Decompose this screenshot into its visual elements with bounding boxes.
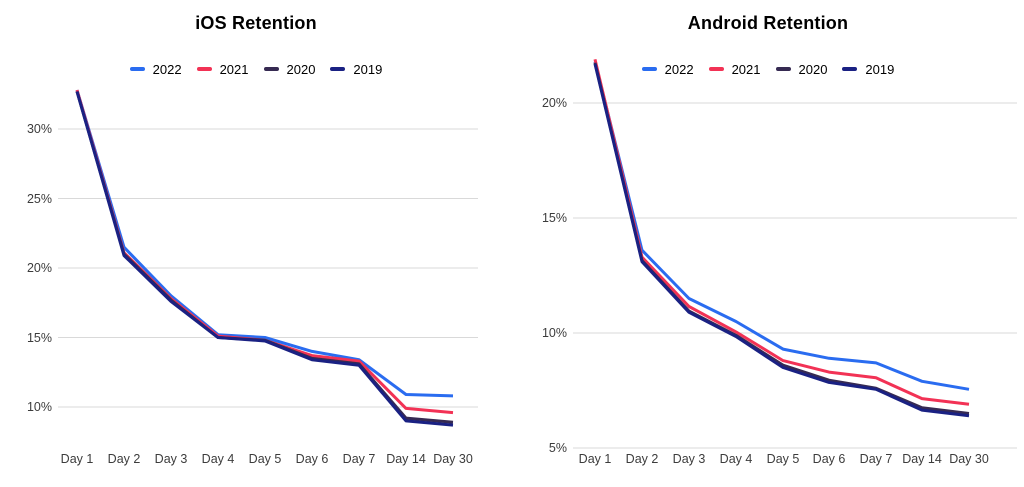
series-line-2019: [75, 91, 454, 427]
legend-label: 2021: [219, 61, 249, 77]
legend-item-2021: 2021: [196, 61, 249, 77]
legend-label: 2022: [664, 61, 694, 77]
legend-swatch-2019: [330, 67, 346, 71]
legend-item-2021: 2021: [708, 61, 761, 77]
legend-item-2020: 2020: [263, 61, 316, 77]
legend-item-2022: 2022: [641, 61, 694, 77]
chart-title-android: Android Retention: [687, 13, 849, 33]
legend-swatch-2020: [775, 67, 791, 71]
legend-item-2019: 2019: [330, 62, 382, 77]
legend-swatch-2020: [263, 67, 279, 71]
legend-ios: 2022 2021 2020 2019: [0, 61, 512, 77]
series-line-2022: [75, 89, 454, 398]
legend-label: 2020: [798, 61, 828, 77]
legend-android: 2022 2021 2020 2019: [512, 61, 1024, 77]
legend-label: 2019: [353, 61, 383, 77]
legend-swatch-2019: [842, 67, 858, 71]
legend-label: 2019: [865, 61, 895, 77]
legend-swatch-2022: [641, 67, 657, 71]
chart-panel-android: Android Retention 2022 2021 2020 2019: [512, 0, 1024, 487]
legend-swatch-2022: [129, 67, 145, 71]
chart-title-ios: iOS Retention: [195, 13, 317, 33]
legend-item-2020: 2020: [775, 61, 828, 77]
series-line-2019: [593, 63, 970, 418]
legend-item-2019: 2019: [842, 62, 894, 77]
legend-item-2022: 2022: [129, 61, 182, 77]
legend-label: 2020: [286, 61, 316, 77]
legend-swatch-2021: [196, 67, 212, 71]
legend-label: 2021: [731, 61, 761, 77]
series-line-2021: [593, 58, 970, 406]
chart-panel-ios: iOS Retention 2022 2021 2020 2019: [0, 13, 512, 77]
series-line-2022: [593, 61, 970, 391]
legend-label: 2022: [152, 61, 182, 77]
legend-swatch-2021: [708, 67, 724, 71]
